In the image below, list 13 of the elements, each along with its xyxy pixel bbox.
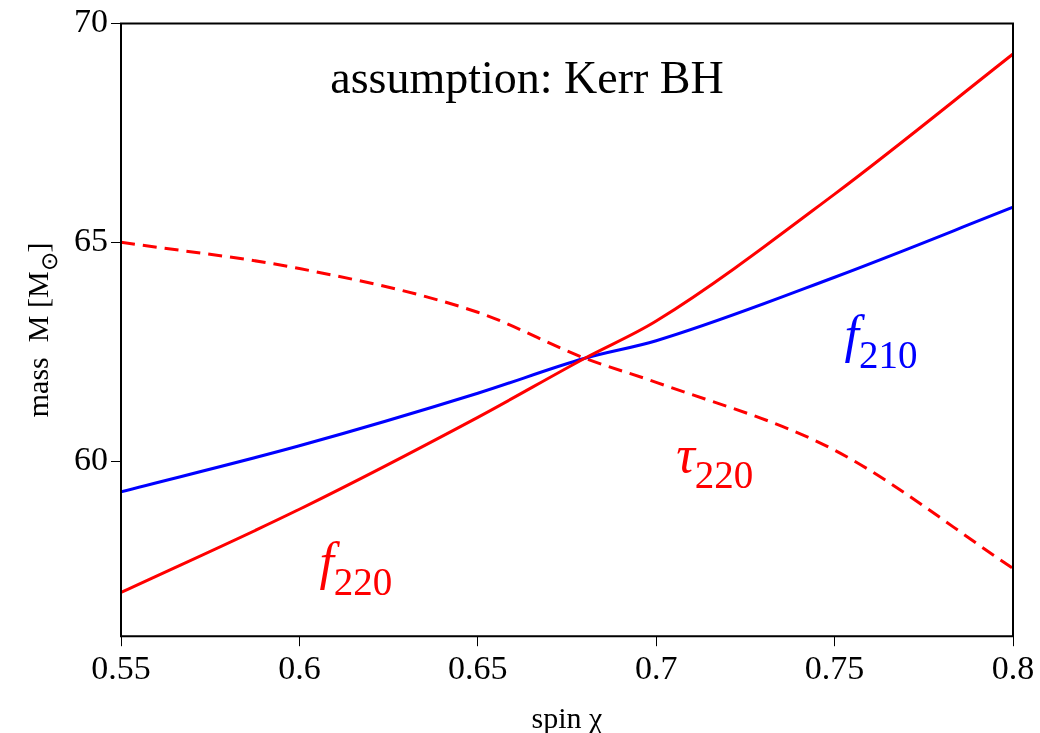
line-series: [121, 52, 1013, 594]
line-series: [121, 205, 1013, 494]
y-tick-label: 60: [74, 440, 108, 478]
y-tick-label: 70: [74, 2, 108, 40]
x-tick-label: 0.55: [91, 648, 151, 686]
x-tick-label: 0.6: [278, 648, 321, 686]
x-tick-label: 0.8: [991, 648, 1035, 686]
x-tick-label: 0.65: [448, 648, 508, 686]
x-tick-label: 0.7: [634, 648, 678, 686]
text: assumption: Kerr BH: [330, 52, 724, 104]
y-tick-label: 65: [74, 221, 108, 259]
y-axis-title: mass M [M⊙]: [21, 242, 62, 418]
x-tick-label: 0.75: [804, 648, 865, 686]
